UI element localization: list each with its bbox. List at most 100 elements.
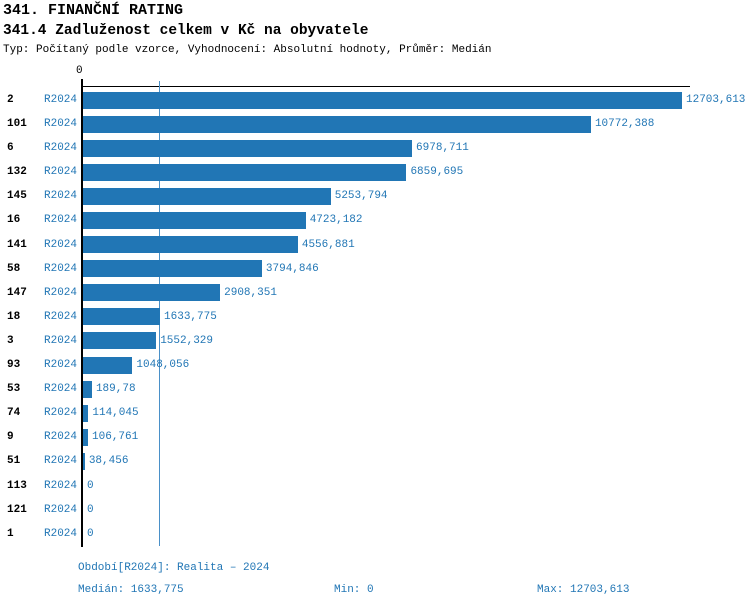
bar	[83, 211, 306, 229]
row-category-label: 2	[7, 94, 14, 106]
x-axis-line	[82, 86, 690, 87]
bar-value-label: 1552,329	[160, 334, 213, 347]
chart-row: 16 R2024 4723,182	[0, 208, 750, 232]
bar-value-label: 5253,794	[334, 190, 388, 203]
bar	[83, 260, 262, 278]
x-axis-zero-tick-label: 0	[76, 65, 83, 77]
bar-value-label: 0	[87, 479, 94, 492]
bar	[83, 380, 92, 398]
row-category-label: 6	[7, 142, 14, 155]
row-series-label: R2024	[44, 286, 78, 299]
row-series-label: R2024	[44, 334, 78, 347]
row-category-label: 145	[7, 190, 27, 203]
chart-row: 6 R2024 6978,711	[0, 136, 750, 160]
row-category-label: 51	[7, 455, 21, 468]
chart-row: 1 R2024 0	[0, 522, 750, 546]
row-category-label: 147	[7, 286, 27, 299]
chart-row: 3 R2024 1552,329	[0, 329, 750, 353]
bar	[83, 332, 157, 350]
bar	[83, 356, 133, 374]
footer-period-label: Období[R2024]: Realita – 2024	[78, 562, 270, 574]
bar-value-label: 12703,613	[686, 94, 746, 106]
chart-row: 18 R2024 1633,775	[0, 305, 750, 329]
chart-row: 101 R2024 10772,388	[0, 112, 750, 136]
bar-value-label: 6978,711	[416, 142, 469, 155]
chart-row: 147 R2024 2908,351	[0, 281, 750, 305]
bar-value-label: 106,761	[92, 431, 139, 444]
chart-row: 51 R2024 38,456	[0, 449, 750, 473]
chart-row: 141 R2024 4556,881	[0, 233, 750, 257]
row-category-label: 74	[7, 407, 21, 420]
row-series-label: R2024	[44, 190, 78, 203]
row-series-label: R2024	[44, 527, 78, 540]
chart-row: 53 R2024 189,78	[0, 377, 750, 401]
bar-rows-container: 2 R2024 12703,613 101 R2024 10772,388 6 R2024 69…	[0, 88, 750, 546]
bar-value-label: 0	[87, 527, 94, 540]
row-category-label: 113	[7, 479, 27, 492]
bar	[83, 284, 221, 302]
row-category-label: 9	[7, 431, 14, 444]
bar-value-label: 10772,388	[594, 118, 655, 131]
chart-row: 93 R2024 1048,056	[0, 353, 750, 377]
chart-row: 113 R2024 0	[0, 474, 750, 498]
row-category-label: 58	[7, 262, 21, 275]
row-category-label: 53	[7, 383, 21, 396]
row-series-label: R2024	[44, 479, 78, 492]
bar-value-label: 2908,351	[224, 286, 277, 299]
chart-title: 341.4 Zadluženost celkem v Kč na obyvate…	[3, 23, 369, 39]
row-category-label: 101	[7, 118, 27, 131]
bar	[83, 428, 89, 446]
bar	[83, 139, 413, 157]
chart-meta-line: Typ: Počítaný podle vzorce, Vyhodnocení:…	[3, 44, 492, 56]
row-series-label: R2024	[44, 214, 78, 227]
row-series-label: R2024	[44, 407, 78, 420]
row-series-label: R2024	[44, 455, 78, 468]
row-series-label: R2024	[44, 310, 78, 323]
footer-min-label: Min: 0	[334, 584, 374, 596]
row-category-label: 3	[7, 334, 14, 347]
bar-value-label: 3794,846	[265, 262, 319, 275]
bar-value-label: 6859,695	[410, 166, 464, 179]
row-series-label: R2024	[44, 118, 78, 131]
chart-row: 121 R2024 0	[0, 498, 750, 522]
bar	[83, 236, 298, 254]
row-series-label: R2024	[44, 238, 78, 251]
row-series-label: R2024	[44, 431, 78, 444]
footer-max-label: Max: 12703,613	[537, 584, 630, 596]
bar	[83, 404, 89, 422]
bar	[83, 91, 682, 109]
bar-value-label: 1048,056	[136, 359, 190, 372]
bar-value-label: 0	[87, 503, 94, 516]
row-series-label: R2024	[44, 503, 78, 516]
row-category-label: 16	[7, 214, 21, 227]
row-series-label: R2024	[44, 94, 78, 106]
y-axis-line	[81, 87, 83, 547]
row-series-label: R2024	[44, 166, 78, 179]
row-series-label: R2024	[44, 142, 78, 155]
chart-row: 145 R2024 5253,794	[0, 184, 750, 208]
x-axis-zero-tick	[81, 79, 83, 87]
row-category-label: 121	[7, 503, 27, 516]
bar-value-label: 4723,182	[309, 214, 363, 227]
bar	[83, 187, 331, 205]
footer-median-label: Medián: 1633,775	[78, 584, 184, 596]
row-category-label: 141	[7, 238, 27, 251]
chart-row: 2 R2024 12703,613	[0, 88, 750, 112]
row-series-label: R2024	[44, 359, 78, 372]
bar-value-label: 114,045	[92, 407, 139, 420]
bar-value-label: 189,78	[95, 383, 136, 396]
bar-value-label: 4556,881	[301, 238, 355, 251]
row-category-label: 132	[7, 166, 27, 179]
bar	[83, 115, 591, 133]
row-series-label: R2024	[44, 262, 78, 275]
bar	[83, 308, 161, 326]
row-category-label: 93	[7, 359, 21, 372]
bar	[83, 163, 407, 181]
row-series-label: R2024	[44, 383, 78, 396]
chart-row: 132 R2024 6859,695	[0, 160, 750, 184]
chart-row: 74 R2024 114,045	[0, 401, 750, 425]
chart-row: 9 R2024 106,761	[0, 425, 750, 449]
row-category-label: 1	[7, 527, 14, 540]
bar	[83, 452, 85, 470]
report-title: 341. FINANČNÍ RATING	[3, 2, 184, 19]
